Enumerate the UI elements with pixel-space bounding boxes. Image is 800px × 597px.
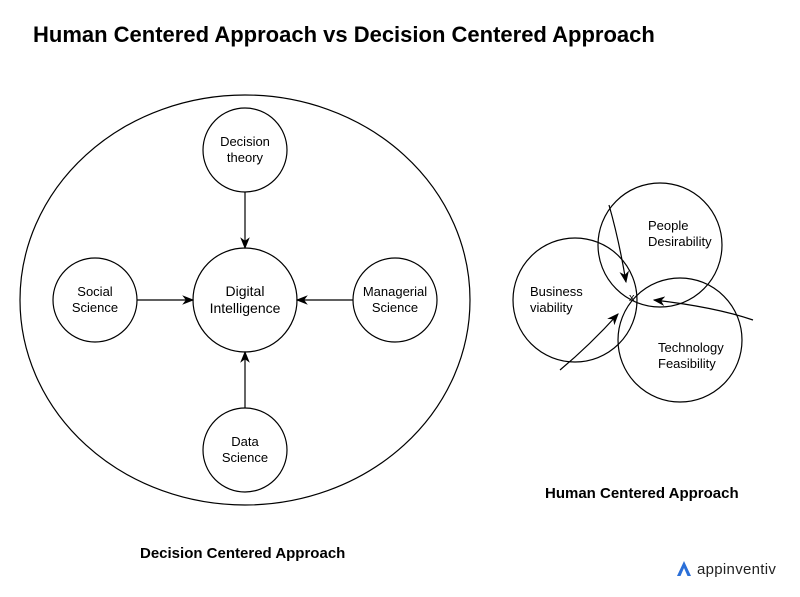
venn-label-people: People Desirability xyxy=(648,218,712,249)
decision-subtitle: Decision Centered Approach xyxy=(140,545,345,562)
venn-center-mark: x xyxy=(629,292,635,305)
curved-arrow-people xyxy=(609,205,626,282)
venn-label-business: Business viability xyxy=(530,284,583,315)
node-label-right: Managerial Science xyxy=(335,284,455,315)
node-label-top: Decision theory xyxy=(185,134,305,165)
human-subtitle: Human Centered Approach xyxy=(545,485,739,502)
node-label-bottom: Data Science xyxy=(185,434,305,465)
brand-logo-icon xyxy=(675,560,693,578)
center-node-label: Digital Intelligence xyxy=(185,283,305,317)
brand-logo: appinventiv xyxy=(675,560,776,578)
node-label-left: Social Science xyxy=(35,284,155,315)
venn-label-technology: Technology Feasibility xyxy=(658,340,724,371)
brand-logo-text: appinventiv xyxy=(697,561,776,578)
